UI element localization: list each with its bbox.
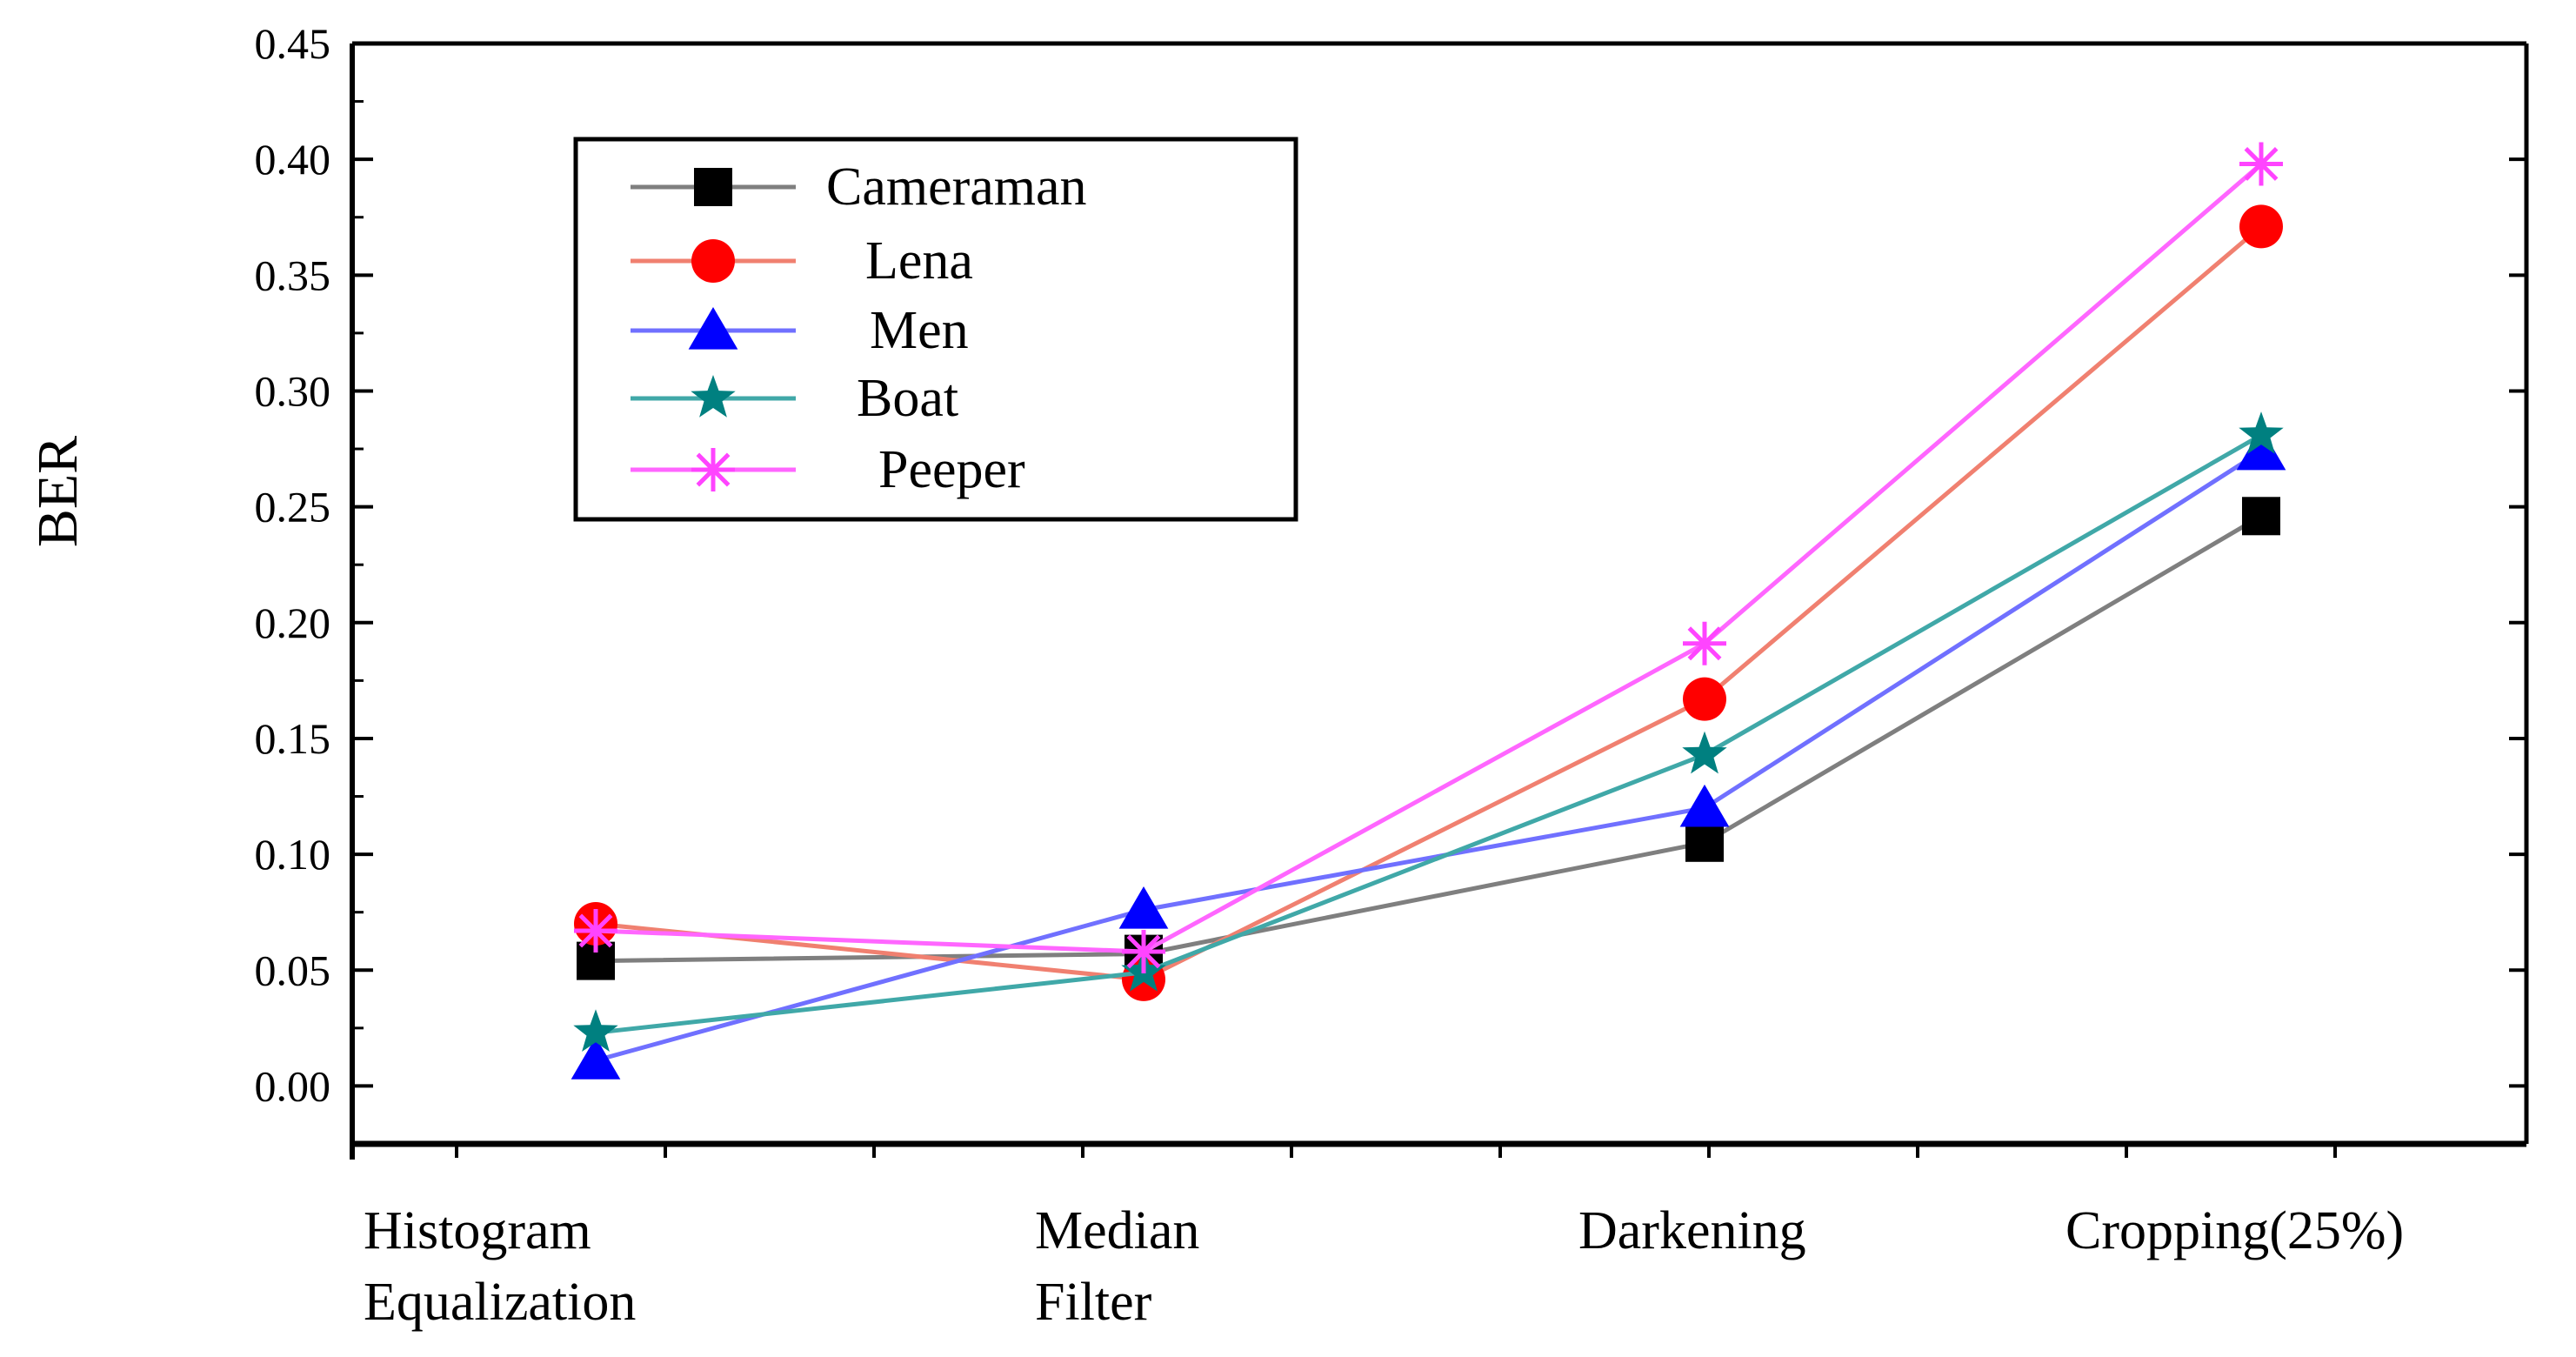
y-axis-title: BER xyxy=(26,436,90,547)
square-marker xyxy=(694,168,732,206)
x-category-label: Filter xyxy=(1035,1273,1152,1332)
star-marker xyxy=(2239,411,2284,454)
series-cameraman xyxy=(577,497,2280,980)
series-line xyxy=(595,514,2263,964)
y-tick-label: 0.05 xyxy=(255,946,331,994)
series-peeper xyxy=(574,142,2283,973)
legend-entry-men: Men xyxy=(631,301,969,360)
data-point xyxy=(571,1037,621,1080)
data-point xyxy=(2239,142,2283,186)
axes xyxy=(350,41,2529,1160)
y-tick-label: 0.35 xyxy=(255,251,331,299)
circle-marker xyxy=(2239,204,2283,249)
series-line xyxy=(595,162,2263,954)
legend-label: Cameraman xyxy=(826,157,1087,217)
data-point xyxy=(1118,886,1169,929)
y-tick-label: 0.10 xyxy=(255,830,331,879)
y-tick-label: 0.20 xyxy=(255,598,331,647)
data-point xyxy=(1683,677,1726,721)
legend-label: Boat xyxy=(857,369,958,428)
series-line xyxy=(595,432,2263,1035)
series-layer xyxy=(571,142,2286,1080)
triangle-marker xyxy=(571,1037,621,1080)
y-tick-label: 0.40 xyxy=(255,135,331,184)
legend-entry-lena: Lena xyxy=(631,231,973,291)
star-marker xyxy=(691,375,736,418)
asterisk-marker-stroke xyxy=(578,913,613,948)
data-point xyxy=(574,908,617,953)
x-axis-labels: Histogram Equalization Median Filter Darkeni… xyxy=(364,1201,2404,1332)
square-marker xyxy=(1685,823,1724,862)
data-point xyxy=(1683,621,1726,665)
y-tick-label: 0.15 xyxy=(255,714,331,763)
legend-label: Men xyxy=(870,301,969,360)
asterisk-marker-stroke xyxy=(1687,626,1722,661)
x-category-label: Equalization xyxy=(364,1273,636,1332)
legend-entry-boat: Boat xyxy=(631,369,958,428)
y-tick-label: 0.00 xyxy=(255,1061,331,1110)
series-men xyxy=(571,427,2286,1080)
series-line xyxy=(595,449,2263,1063)
triangle-marker xyxy=(2236,427,2286,471)
data-point xyxy=(1679,784,1730,827)
y-tick-label: 0.45 xyxy=(255,19,331,68)
asterisk-marker-stroke xyxy=(2244,147,2279,181)
star-marker xyxy=(573,1009,618,1052)
data-point xyxy=(1682,731,1727,774)
circle-marker xyxy=(691,239,735,283)
legend-entry-peeper: Peeper xyxy=(631,440,1025,499)
legend-label: Peeper xyxy=(878,440,1025,499)
series-line xyxy=(595,224,2263,982)
asterisk-marker-stroke xyxy=(1126,934,1161,969)
x-category-label: Histogram xyxy=(364,1201,591,1260)
x-category-label: Cropping(25%) xyxy=(2065,1201,2404,1260)
legend-entry-cameraman: Cameraman xyxy=(631,157,1087,217)
asterisk-marker-stroke xyxy=(696,452,731,487)
legend-label: Lena xyxy=(865,231,973,291)
data-point xyxy=(1122,929,1165,973)
triangle-marker xyxy=(688,307,738,350)
y-tick-label: 0.30 xyxy=(255,366,331,415)
data-point xyxy=(2239,411,2284,454)
data-point xyxy=(573,1009,618,1052)
x-category-label: Median xyxy=(1035,1201,1199,1260)
x-category-label: Darkening xyxy=(1578,1201,1806,1260)
data-point xyxy=(2242,497,2280,536)
square-marker xyxy=(2242,497,2280,536)
data-point xyxy=(1685,823,1724,862)
y-tick-label: 0.25 xyxy=(255,483,331,531)
data-point xyxy=(2236,427,2286,471)
star-marker xyxy=(1682,731,1727,774)
triangle-marker xyxy=(1118,886,1169,929)
triangle-marker xyxy=(1679,784,1730,827)
legend: Cameraman Lena Men Boat Peeper xyxy=(573,137,1298,522)
y-axis-ticks: 0.00 0.05 0.10 0.15 0.20 0.25 0.30 0.35 0.40 0.45 xyxy=(255,19,373,1110)
data-point xyxy=(2239,204,2283,249)
circle-marker xyxy=(1683,677,1726,721)
